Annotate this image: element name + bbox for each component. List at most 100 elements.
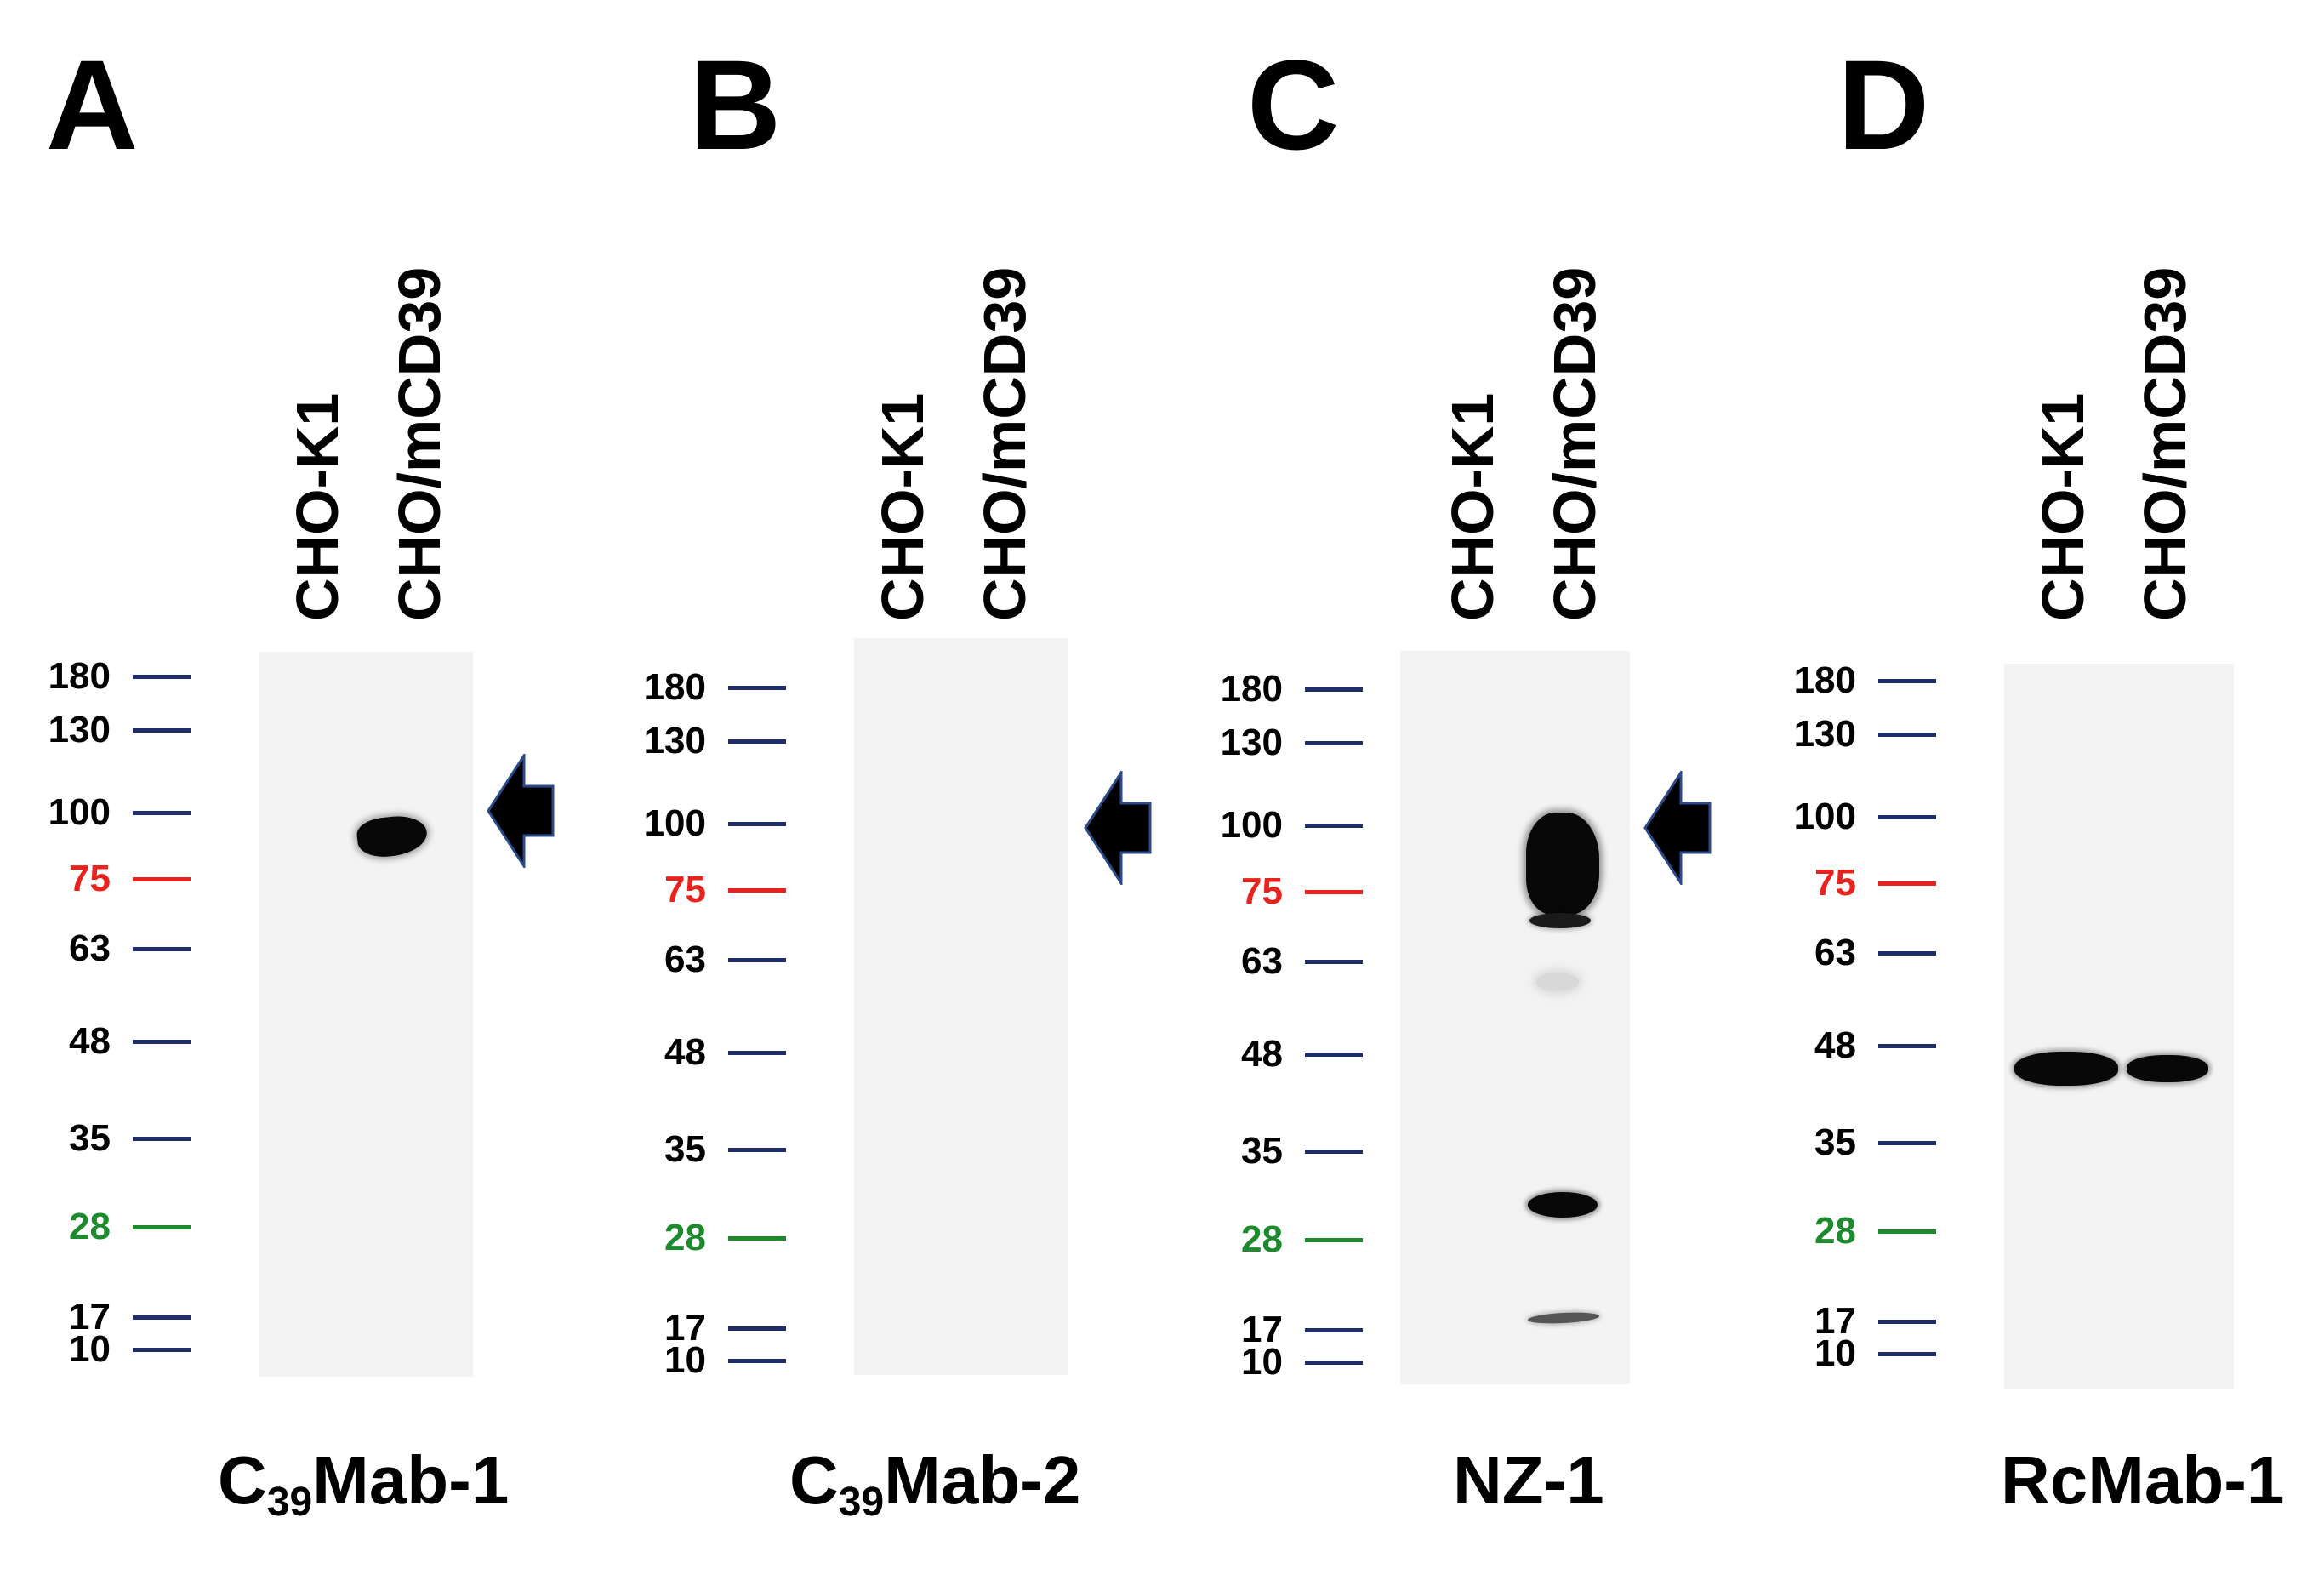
lane-label-cho-mcd39: CHO/mCD39 <box>971 266 1038 621</box>
marker-35: 35 <box>0 1113 204 1164</box>
marker-tick <box>133 1225 191 1229</box>
panel-letter: D <box>1837 33 1930 176</box>
marker-tick <box>133 811 191 815</box>
band-cho-mcd39 <box>355 813 430 860</box>
marker-label: 48 <box>664 1031 706 1073</box>
marker-tick <box>1878 679 1936 683</box>
antibody-prefix: C <box>218 1442 267 1518</box>
marker-28: 28 <box>595 1212 800 1264</box>
marker-label: 17 <box>1814 1300 1856 1342</box>
marker-tick <box>728 1236 786 1241</box>
marker-label: 130 <box>1220 722 1283 763</box>
marker-label: 28 <box>664 1217 706 1258</box>
marker-180: 180 <box>595 662 800 713</box>
marker-tick <box>1305 741 1363 745</box>
marker-label: 35 <box>664 1128 706 1170</box>
band-cho-mcd39 <box>2127 1055 2208 1082</box>
marker-48: 48 <box>0 1016 204 1067</box>
marker-tick <box>133 728 191 733</box>
marker-tick <box>1305 960 1363 964</box>
marker-28: 28 <box>0 1201 204 1252</box>
antibody-subscript: 39 <box>838 1480 885 1525</box>
marker-label: 48 <box>1241 1033 1283 1075</box>
panel-c: C CHO-K1 CHO/mCD39 180 130 100 75 63 48 … <box>1172 0 1751 1586</box>
marker-label: 35 <box>1241 1130 1283 1172</box>
marker-label: 48 <box>1814 1024 1856 1066</box>
lane-label-cho-k1: CHO-K1 <box>2030 392 2096 621</box>
marker-tick <box>1305 1238 1363 1242</box>
arrow-left-icon <box>1084 771 1152 885</box>
marker-180: 180 <box>1746 655 1950 706</box>
marker-63: 63 <box>1746 927 1950 978</box>
arrow-shape <box>487 754 555 868</box>
arrow-left-icon <box>1643 771 1712 885</box>
marker-tick <box>728 888 786 893</box>
marker-75: 75 <box>595 864 800 916</box>
marker-tick <box>133 675 191 679</box>
antibody-prefix: C <box>789 1442 839 1518</box>
marker-tick <box>1305 824 1363 828</box>
marker-label: 100 <box>643 802 706 844</box>
panel-a: A CHO-K1 CHO/mCD39 180 130 100 75 63 48 … <box>0 0 578 1586</box>
marker-tick <box>1878 1229 1936 1234</box>
marker-tick <box>1878 1320 1936 1324</box>
marker-tick <box>728 1326 786 1331</box>
antibody-prefix: RcMab-1 <box>2001 1442 2285 1518</box>
marker-tick <box>1878 815 1936 819</box>
marker-10: 10 <box>1746 1328 1950 1379</box>
marker-tick <box>1878 1044 1936 1048</box>
marker-tick <box>1305 1328 1363 1332</box>
panel-letter: A <box>46 33 139 176</box>
marker-label: 180 <box>1793 659 1856 701</box>
marker-tick <box>728 822 786 826</box>
antibody-suffix: Mab-2 <box>884 1442 1081 1518</box>
marker-100: 100 <box>595 798 800 849</box>
marker-17: 17 <box>1746 1296 1950 1347</box>
marker-tick <box>728 1051 786 1055</box>
marker-label: 100 <box>1793 796 1856 837</box>
band-faint <box>1536 973 1579 991</box>
blot-membrane <box>854 638 1068 1375</box>
panel-b: B CHO-K1 CHO/mCD39 180 130 100 75 63 48 … <box>595 0 1174 1586</box>
blot-membrane <box>1400 651 1630 1384</box>
marker-label: 35 <box>69 1117 111 1159</box>
marker-label: 28 <box>1814 1210 1856 1252</box>
marker-tick <box>1878 1141 1936 1145</box>
band-secondary <box>1529 913 1591 928</box>
marker-label: 130 <box>48 709 111 750</box>
marker-tick <box>133 877 191 881</box>
lane-label-cho-k1: CHO-K1 <box>869 392 936 621</box>
marker-35: 35 <box>1172 1126 1376 1177</box>
marker-label: 17 <box>664 1307 706 1349</box>
marker-label: 180 <box>1220 668 1283 710</box>
marker-label: 17 <box>69 1296 111 1338</box>
marker-130: 130 <box>595 716 800 767</box>
lane-label-cho-mcd39: CHO/mCD39 <box>2132 266 2198 621</box>
marker-63: 63 <box>1172 936 1376 987</box>
marker-180: 180 <box>1172 664 1376 715</box>
blot-membrane <box>2004 664 2234 1389</box>
marker-tick <box>133 947 191 951</box>
marker-label: 100 <box>48 791 111 833</box>
marker-label: 10 <box>69 1328 111 1370</box>
marker-tick <box>1878 881 1936 886</box>
marker-label: 48 <box>69 1020 111 1062</box>
marker-tick <box>1305 1150 1363 1154</box>
marker-75: 75 <box>0 853 204 904</box>
lane-label-cho-k1: CHO-K1 <box>284 392 350 621</box>
marker-17: 17 <box>0 1292 204 1343</box>
marker-10: 10 <box>0 1324 204 1375</box>
antibody-label: RcMab-1 <box>2001 1446 2284 1523</box>
marker-tick <box>1305 1361 1363 1365</box>
marker-130: 130 <box>0 705 204 756</box>
marker-tick <box>728 686 786 690</box>
marker-label: 35 <box>1814 1121 1856 1163</box>
marker-tick <box>1878 1352 1936 1356</box>
marker-35: 35 <box>595 1124 800 1175</box>
marker-tick <box>728 1359 786 1363</box>
marker-label: 180 <box>48 655 111 697</box>
marker-tick <box>1878 733 1936 737</box>
marker-label: 75 <box>69 858 111 899</box>
marker-label: 100 <box>1220 804 1283 846</box>
marker-tick <box>133 1137 191 1141</box>
